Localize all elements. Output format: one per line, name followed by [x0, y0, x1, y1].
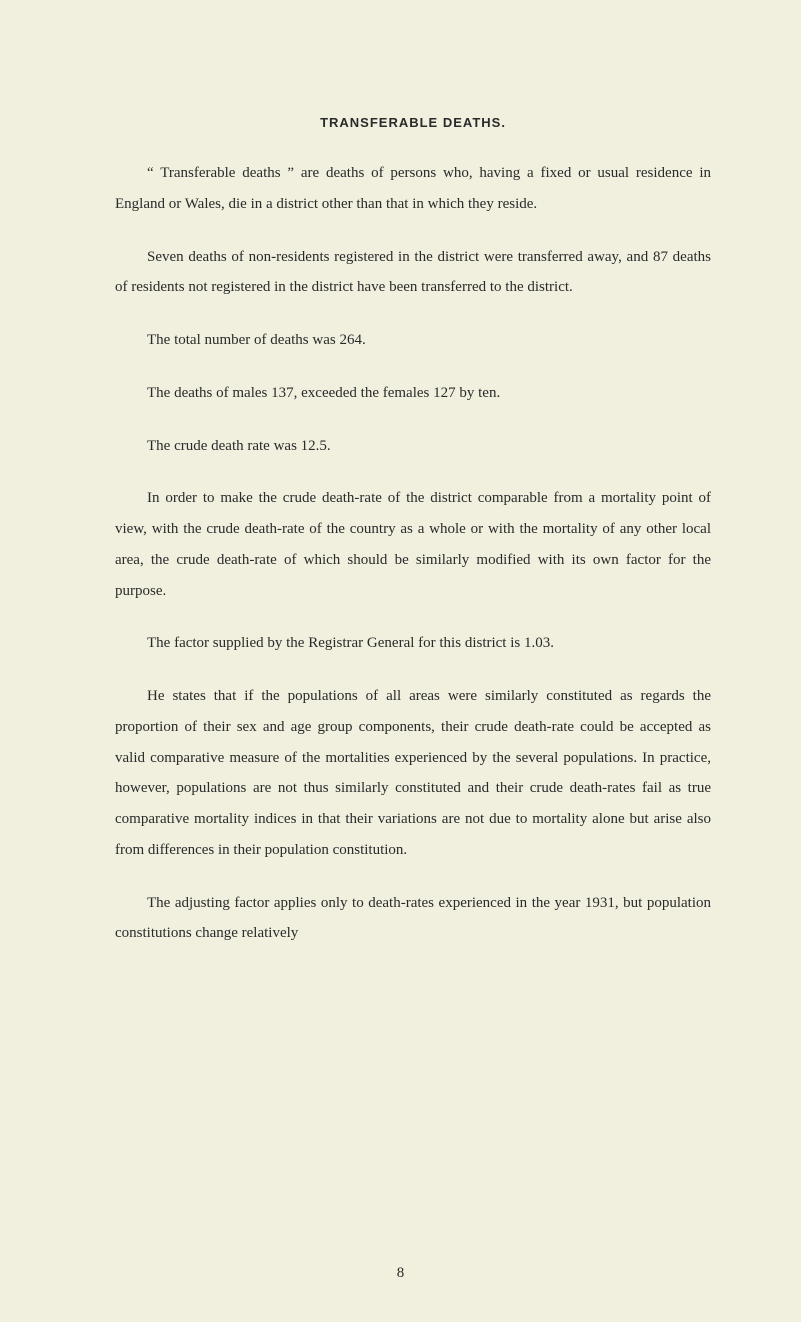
paragraph-5: The crude death rate was 12.5.	[115, 431, 711, 462]
paragraph-8: He states that if the populations of all…	[115, 681, 711, 866]
paragraph-3: The total number of deaths was 264.	[115, 325, 711, 356]
paragraph-4: The deaths of males 137, exceeded the fe…	[115, 378, 711, 409]
paragraph-1: “ Transferable deaths ” are deaths of pe…	[115, 158, 711, 220]
section-title: TRANSFERABLE DEATHS.	[115, 115, 711, 130]
page-number: 8	[0, 1265, 801, 1282]
paragraph-2: Seven deaths of non-residents registered…	[115, 242, 711, 304]
paragraph-6: In order to make the crude death-rate of…	[115, 483, 711, 606]
paragraph-9: The adjusting factor applies only to dea…	[115, 888, 711, 950]
paragraph-7: The factor supplied by the Registrar Gen…	[115, 628, 711, 659]
